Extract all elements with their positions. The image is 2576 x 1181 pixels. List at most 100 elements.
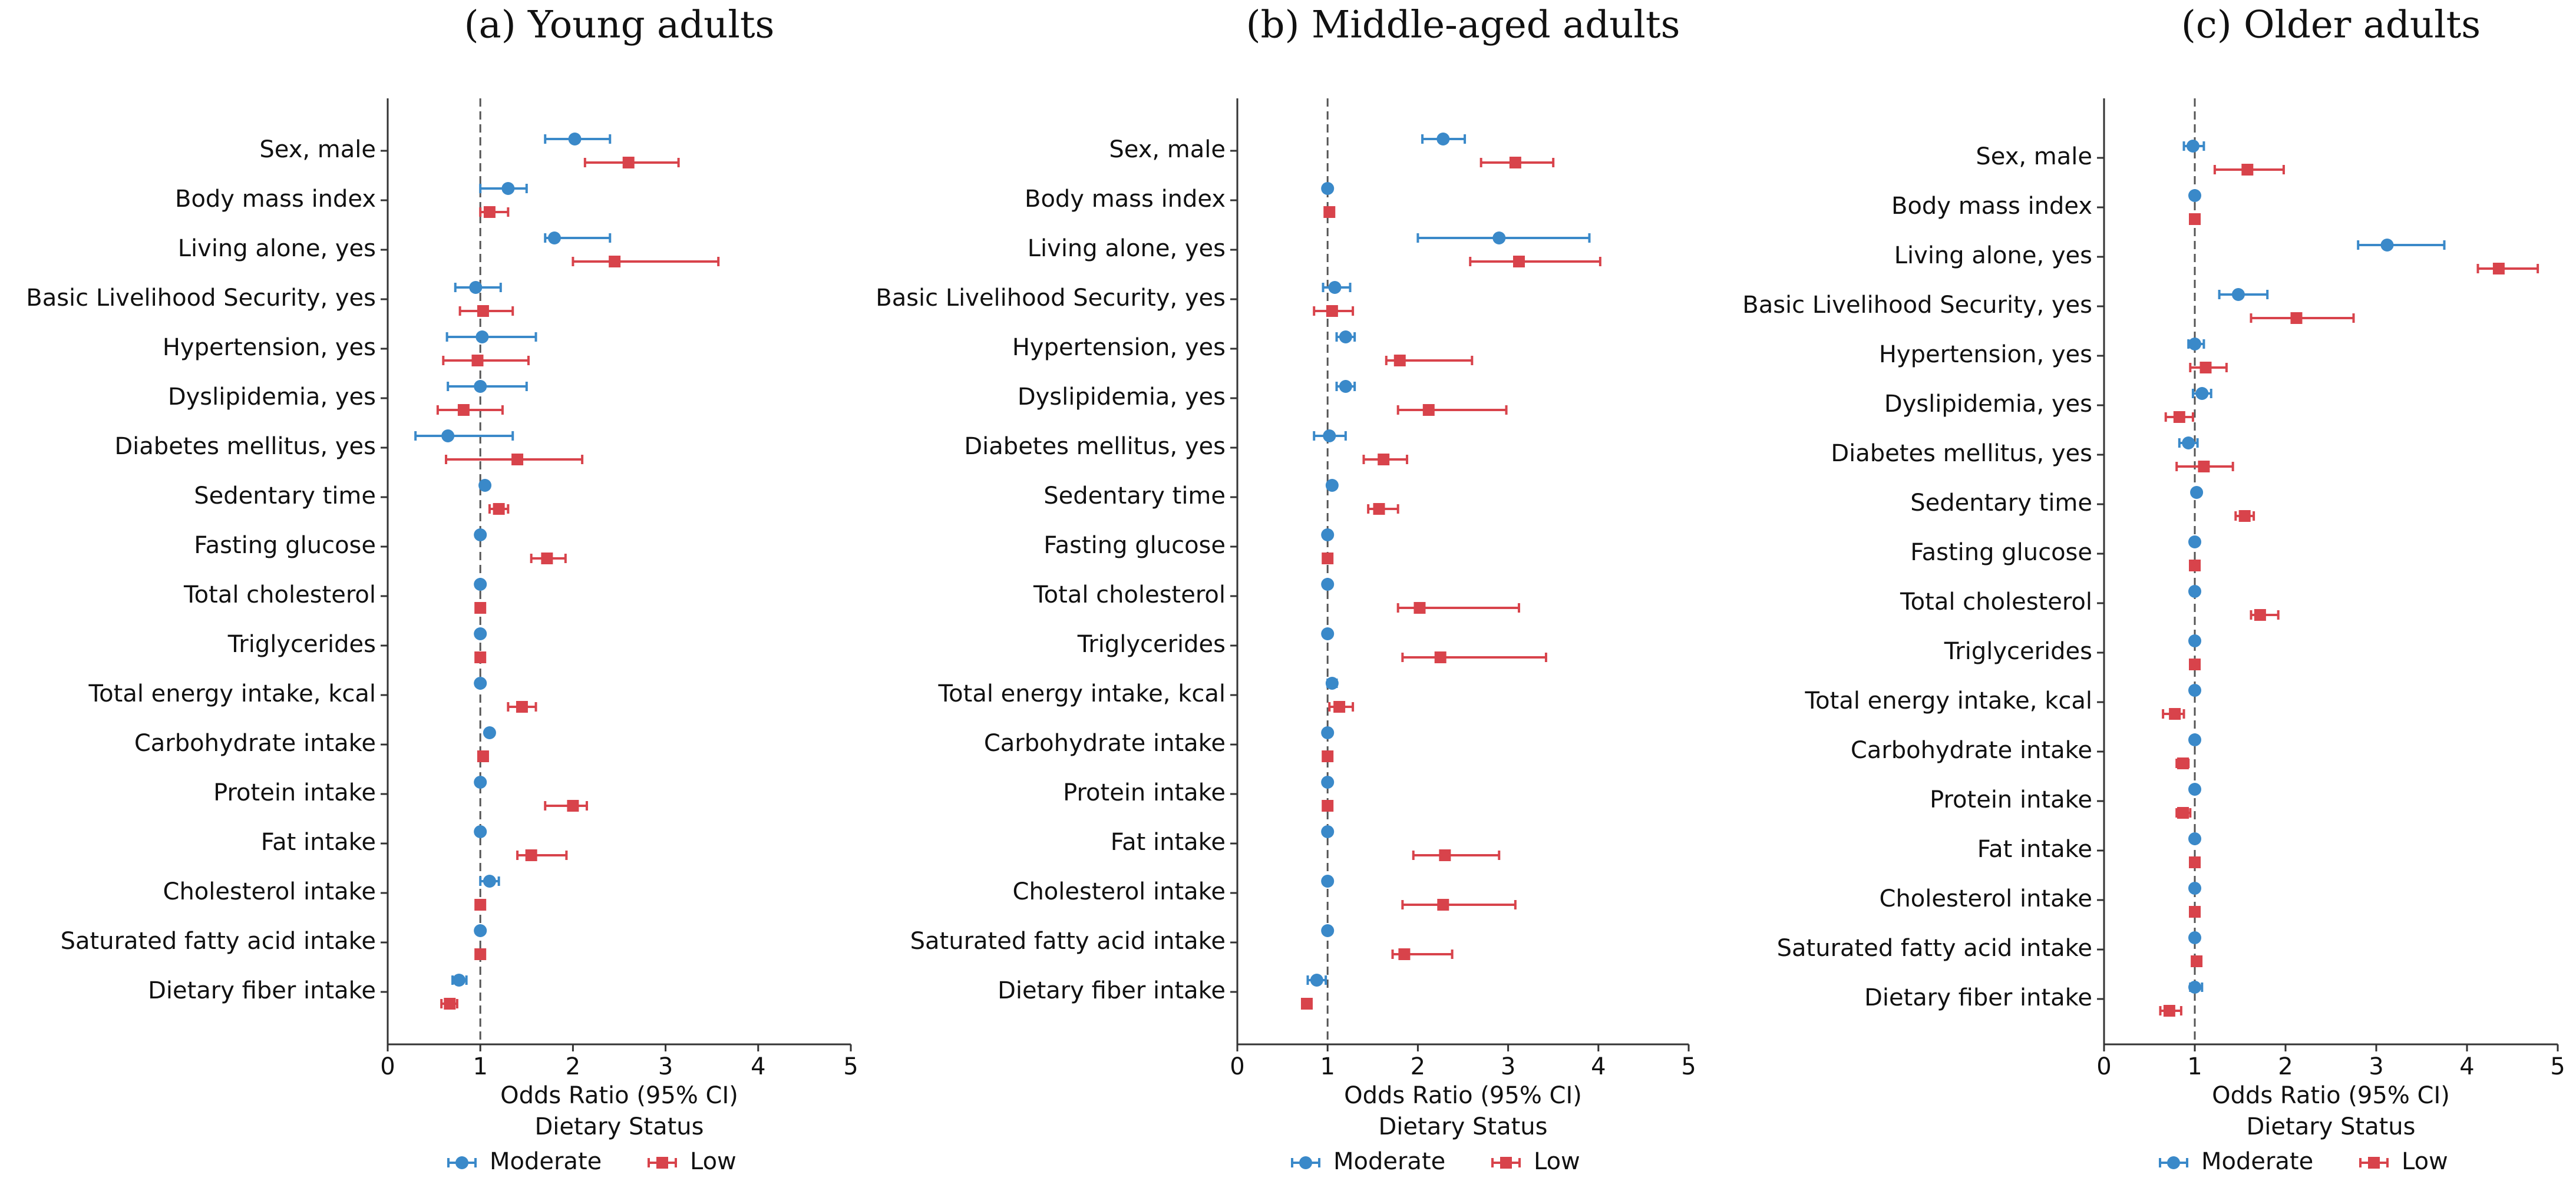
x-axis-label: Odds Ratio (95% CI)	[2212, 1082, 2450, 1109]
point	[444, 998, 456, 1010]
category-label: Sex, male	[1109, 136, 1226, 163]
point	[609, 256, 621, 267]
x-axis-label: Odds Ratio (95% CI)	[1344, 1082, 1582, 1109]
panel-title: (a) Young adults	[464, 4, 775, 47]
category-label: Fat intake	[1977, 836, 2092, 863]
legend-marker	[2368, 1157, 2380, 1169]
point	[1436, 133, 1450, 145]
category-label: Sex, male	[1976, 143, 2092, 170]
point	[1321, 528, 1335, 541]
point	[1321, 726, 1335, 739]
x-tick-label: 5	[1681, 1053, 1696, 1080]
point	[2189, 856, 2201, 868]
category-label: Protein intake	[1063, 779, 1226, 806]
legend-title: Dietary Status	[2246, 1113, 2415, 1140]
point	[1326, 305, 1338, 317]
point	[2188, 535, 2201, 548]
category-label: Fasting glucose	[1043, 532, 1226, 559]
point	[516, 701, 528, 713]
point	[1339, 380, 1352, 393]
x-tick-label: 3	[1501, 1053, 1515, 1080]
category-label: Triglycerides	[1944, 638, 2092, 665]
category-label: Basic Livelihood Security, yes	[876, 285, 1226, 312]
legend-label: Low	[690, 1148, 737, 1175]
category-label: Fat intake	[261, 829, 376, 856]
x-tick-label: 4	[751, 1053, 765, 1080]
point	[2163, 1005, 2175, 1017]
category-label: Dyslipidemia, yes	[1018, 383, 1226, 411]
legend-marker	[656, 1157, 668, 1169]
category-label: Fasting glucose	[194, 532, 376, 559]
point	[1321, 182, 1335, 195]
category-label: Carbohydrate intake	[134, 730, 376, 757]
point	[1333, 701, 1346, 713]
point	[1310, 974, 1323, 987]
point	[474, 578, 487, 591]
point	[2177, 757, 2189, 769]
point	[453, 974, 466, 987]
point	[1325, 677, 1339, 690]
category-label: Diabetes mellitus, yes	[114, 433, 376, 460]
category-label: Carbohydrate intake	[984, 730, 1226, 757]
point	[2191, 955, 2203, 967]
point	[1323, 206, 1336, 218]
point	[483, 875, 496, 888]
point	[1373, 503, 1385, 515]
point	[1322, 553, 1334, 564]
category-label: Total energy intake, kcal	[938, 680, 1226, 707]
legend-label: Moderate	[2201, 1148, 2313, 1175]
point	[2188, 783, 2201, 796]
category-label: Living alone, yes	[1028, 235, 1226, 262]
point	[1434, 651, 1446, 663]
point	[1321, 924, 1335, 937]
point	[474, 948, 487, 960]
point	[2290, 312, 2303, 324]
category-label: Total cholesterol	[1033, 581, 1226, 608]
x-axis-label: Odds Ratio (95% CI)	[500, 1082, 738, 1109]
point	[511, 454, 524, 465]
category-label: Fat intake	[1111, 829, 1226, 856]
point	[1422, 404, 1435, 416]
point	[2492, 263, 2505, 274]
point	[477, 750, 489, 762]
point	[2188, 338, 2201, 350]
point	[2188, 981, 2201, 994]
point	[2189, 659, 2201, 670]
point	[2188, 585, 2201, 598]
point	[441, 429, 455, 442]
point	[474, 528, 487, 541]
point	[1393, 355, 1406, 366]
point	[2188, 832, 2201, 845]
category-label: Hypertension, yes	[163, 334, 376, 361]
point	[474, 677, 487, 690]
point	[474, 899, 487, 911]
point	[474, 380, 487, 393]
point	[2189, 906, 2201, 918]
x-tick-label: 3	[2369, 1053, 2383, 1080]
point	[457, 404, 470, 416]
point	[1512, 256, 1525, 267]
category-label: Dietary fiber intake	[998, 977, 1226, 1004]
point	[474, 776, 487, 789]
point	[2188, 684, 2201, 697]
point	[2195, 387, 2209, 400]
point	[568, 133, 582, 145]
category-label: Sedentary time	[1043, 482, 1226, 510]
category-label: Saturated fatty acid intake	[910, 928, 1226, 955]
point	[2177, 807, 2189, 819]
point	[525, 849, 537, 861]
point	[1492, 231, 1506, 244]
point	[483, 726, 496, 739]
category-label: Total energy intake, kcal	[88, 680, 376, 707]
point	[1321, 627, 1335, 640]
x-tick-label: 4	[2459, 1053, 2474, 1080]
panel-title: (c) Older adults	[2181, 4, 2481, 47]
point	[474, 825, 487, 838]
x-tick-label: 0	[380, 1053, 395, 1080]
category-label: Basic Livelihood Security, yes	[1742, 292, 2092, 319]
point	[474, 651, 487, 663]
category-label: Total cholesterol	[1900, 588, 2092, 616]
legend-label: Low	[2402, 1148, 2448, 1175]
category-label: Sedentary time	[194, 482, 376, 510]
point	[2189, 560, 2201, 571]
